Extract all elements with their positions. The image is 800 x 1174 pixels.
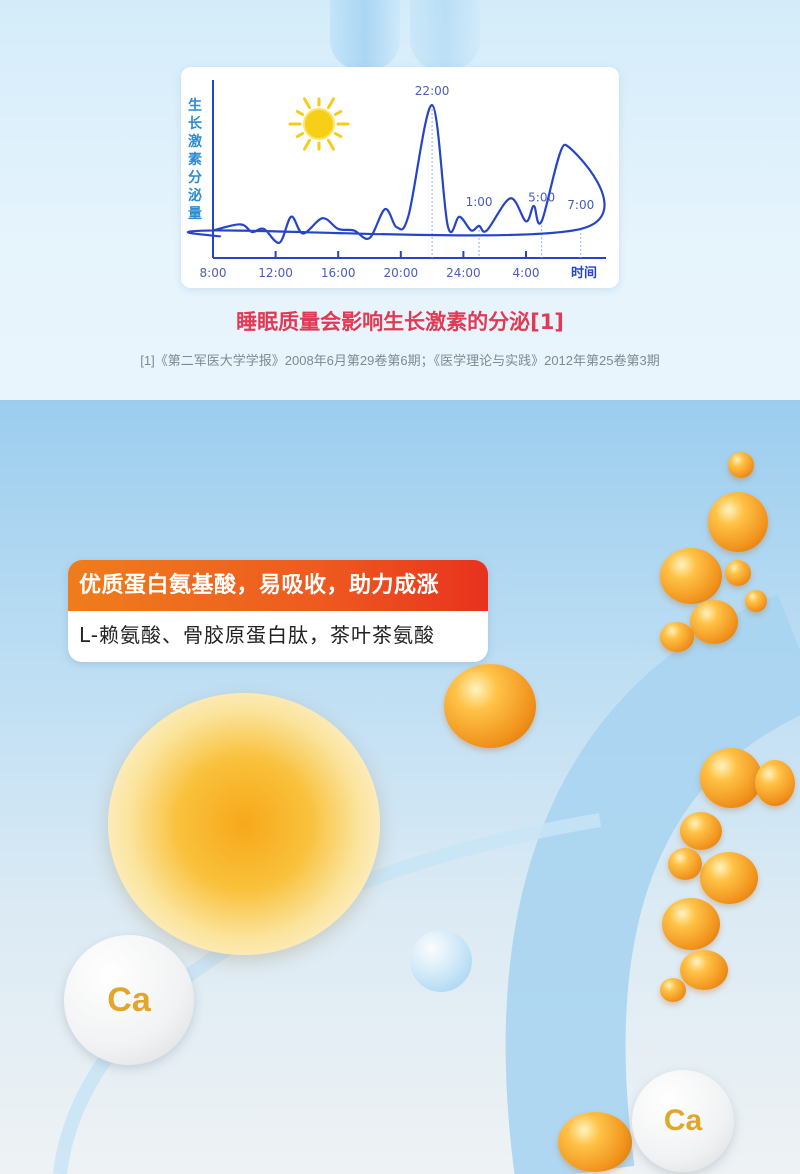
annotation-label: 22:00 — [415, 84, 450, 98]
ribbon-decoration — [410, 0, 480, 70]
oil-bubble — [680, 950, 728, 990]
y-axis-label-char: 分 — [188, 170, 202, 186]
sun-ray — [295, 110, 305, 116]
calcium-sphere: Ca — [64, 935, 194, 1065]
sun-ray — [327, 138, 335, 151]
sun-disc — [303, 108, 335, 140]
x-axis-label: 时间 — [571, 265, 597, 281]
y-axis-label-char: 长 — [188, 115, 203, 132]
oil-bubble — [660, 548, 722, 604]
ingredients-section: Ca Ca — [0, 400, 800, 1174]
y-axis-label: 生长激素分泌量 — [188, 97, 203, 222]
oil-bubble — [444, 664, 536, 748]
y-axis-label-char: 生 — [188, 97, 202, 114]
y-axis-label-char: 激 — [188, 133, 202, 150]
ribbon-decoration — [330, 0, 400, 70]
annotation-label: 1:00 — [466, 195, 493, 209]
sun-ray — [333, 110, 343, 116]
sun-ray — [327, 97, 335, 110]
sun-ray — [295, 132, 305, 138]
oil-bubble — [728, 452, 754, 478]
oil-bubble — [700, 852, 758, 904]
moon-icon — [472, 100, 510, 147]
water-droplet — [410, 930, 472, 992]
chart-caption: 睡眠质量会影响生长激素的分泌[1] — [236, 310, 564, 334]
sun-ray — [303, 138, 311, 151]
oil-bubble — [745, 590, 767, 612]
oil-bubble — [708, 492, 768, 552]
reference-note: [1]《第二军医大学学报》2008年6月第29卷第6期；《医学理论与实践》201… — [140, 353, 660, 368]
oil-bubble — [558, 1112, 632, 1172]
oil-bubble — [700, 748, 762, 808]
egg-yolk-sphere — [108, 693, 380, 955]
y-axis-label-char: 素 — [188, 151, 202, 168]
oil-bubble — [662, 898, 720, 950]
feature-banner: 优质蛋白氨基酸，易吸收，助力成涨 L-赖氨酸、骨胶原蛋白肽，茶叶茶氨酸 — [68, 560, 488, 662]
x-tick-label: 8:00 — [200, 266, 227, 280]
banner-subtitle: L-赖氨酸、骨胶原蛋白肽，茶叶茶氨酸 — [79, 623, 436, 647]
sun-ray — [303, 97, 311, 110]
tube-decoration — [505, 594, 800, 1174]
oil-bubble — [755, 760, 795, 806]
sun-icon — [288, 97, 350, 151]
oil-bubble — [690, 600, 738, 644]
sun-ray — [333, 132, 343, 138]
x-tick-label: 24:00 — [446, 266, 481, 280]
chart-section: 生长激素分泌量 时间 8:00 12:00 16:00 20:00 24:00 4:00 … — [0, 0, 800, 400]
x-tick-label: 16:00 — [321, 266, 356, 280]
x-tick-label: 20:00 — [384, 266, 419, 280]
x-tick-label: 12:00 — [258, 266, 293, 280]
y-axis-label-char: 量 — [188, 206, 202, 222]
oil-bubble — [660, 622, 694, 652]
x-tick-label: 4:00 — [513, 266, 540, 280]
oil-bubble — [680, 812, 722, 850]
oil-bubble — [725, 560, 751, 586]
oil-bubble — [660, 978, 686, 1002]
series-line — [186, 103, 606, 244]
oil-bubble — [668, 848, 702, 880]
growth-hormone-chart: 生长激素分泌量 时间 8:00 12:00 16:00 20:00 24:00 4:00 … — [186, 80, 606, 281]
calcium-sphere: Ca — [632, 1070, 734, 1172]
annotation-label: 5:00 — [528, 190, 555, 204]
annotation-label: 7:00 — [567, 198, 594, 212]
banner-title: 优质蛋白氨基酸，易吸收，助力成涨 — [68, 560, 488, 611]
y-axis-label-char: 泌 — [188, 187, 202, 204]
